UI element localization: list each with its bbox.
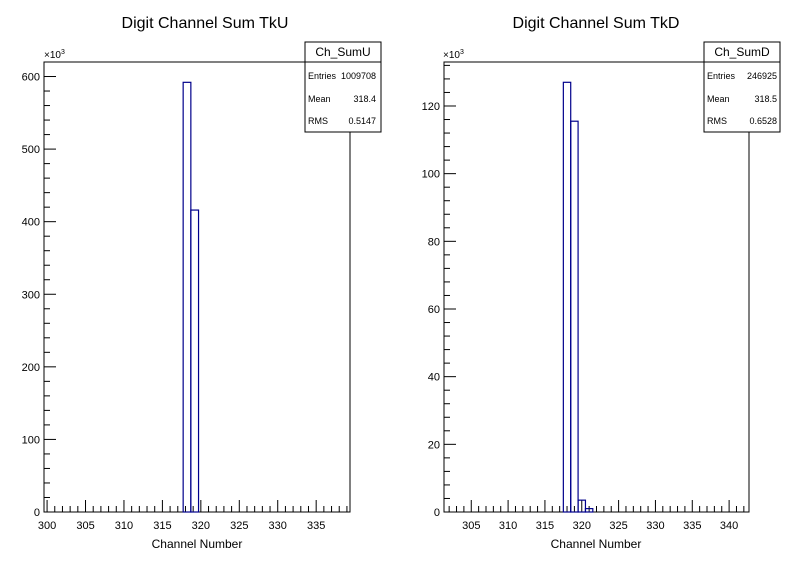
- stats-mean-label: Mean: [308, 94, 331, 104]
- x-tick-label: 330: [646, 520, 664, 532]
- x-tick-label: 320: [573, 520, 591, 532]
- histogram-bin: [570, 120, 579, 513]
- y-tick-label: 0: [434, 507, 440, 519]
- y-tick-label: 300: [22, 289, 40, 301]
- stats-mean-value: 318.4: [353, 94, 376, 104]
- x-ticks: 300 305 310 315 320 325 330 335: [38, 500, 348, 532]
- x-axis-label: Channel Number: [152, 537, 243, 551]
- x-axis-label: Channel Number: [551, 537, 642, 551]
- stats-rms-value: 0.6528: [749, 116, 777, 126]
- stats-box-title: Ch_SumD: [714, 45, 770, 59]
- x-tick-label: 335: [683, 520, 701, 532]
- stats-entries-value: 246925: [747, 71, 777, 81]
- y-ticks: 0 100 200 300 400 500 600: [22, 61, 56, 519]
- histogram-bin: [562, 81, 572, 513]
- stats-entries-value: 1009708: [341, 71, 376, 81]
- chart-title: Digit Channel Sum TkU: [122, 15, 289, 32]
- plot-frame: [43, 61, 351, 513]
- y-multiplier: ×103: [443, 49, 464, 61]
- stats-mean-value: 318.5: [754, 94, 777, 104]
- stats-entries-label: Entries: [707, 71, 736, 81]
- x-tick-label: 305: [76, 520, 94, 532]
- y-tick-label: 200: [22, 362, 40, 374]
- y-tick-label: 400: [22, 217, 40, 229]
- stats-rms-label: RMS: [707, 116, 727, 126]
- plot-frame: [443, 61, 750, 513]
- stats-rms-value: 0.5147: [348, 116, 376, 126]
- x-tick-label: 310: [115, 520, 133, 532]
- stats-box-title: Ch_SumU: [315, 45, 370, 59]
- histogram-bin: [584, 508, 594, 513]
- y-tick-label: 40: [428, 372, 440, 384]
- stats-box: Ch_SumU Entries 1009708 Mean 318.4 RMS 0…: [304, 41, 382, 133]
- x-tick-label: 315: [153, 520, 171, 532]
- x-tick-label: 335: [307, 520, 325, 532]
- x-tick-label: 310: [499, 520, 517, 532]
- stats-entries-label: Entries: [308, 71, 337, 81]
- x-tick-label: 325: [230, 520, 248, 532]
- x-tick-label: 340: [720, 520, 738, 532]
- stats-box: Ch_SumD Entries 246925 Mean 318.5 RMS 0.…: [703, 41, 781, 133]
- histogram-bin: [190, 209, 200, 513]
- y-tick-label: 60: [428, 304, 440, 316]
- x-tick-label: 325: [609, 520, 627, 532]
- y-multiplier: ×103: [44, 49, 65, 61]
- y-tick-label: 80: [428, 236, 440, 248]
- histogram-bars: [182, 81, 200, 513]
- y-tick-label: 600: [22, 72, 40, 84]
- histogram-panel-tkd: Digit Channel Sum TkD ×103 305 310 315 320 3…: [422, 15, 781, 551]
- x-tick-label: 305: [462, 520, 480, 532]
- chart-title: Digit Channel Sum TkD: [513, 15, 680, 32]
- x-tick-label: 320: [192, 520, 210, 532]
- histogram-bin: [182, 81, 192, 513]
- stats-rms-label: RMS: [308, 116, 328, 126]
- histogram-bin: [577, 499, 587, 513]
- histogram-bars: [562, 81, 594, 513]
- y-tick-label: 100: [422, 169, 440, 181]
- x-ticks: 305 310 315 320 325 330 335 340: [448, 500, 745, 532]
- y-ticks: 0 20 40 60 80 100 120: [422, 64, 456, 519]
- y-tick-label: 20: [428, 439, 440, 451]
- x-tick-label: 330: [269, 520, 287, 532]
- y-tick-label: 0: [34, 507, 40, 519]
- stats-mean-label: Mean: [707, 94, 730, 104]
- y-tick-label: 120: [422, 101, 440, 113]
- x-tick-label: 300: [38, 520, 56, 532]
- x-tick-label: 315: [536, 520, 554, 532]
- y-tick-label: 100: [22, 434, 40, 446]
- histogram-panel-tku: Digit Channel Sum TkU ×103 300 305 310 315 3…: [22, 15, 382, 551]
- y-tick-label: 500: [22, 144, 40, 156]
